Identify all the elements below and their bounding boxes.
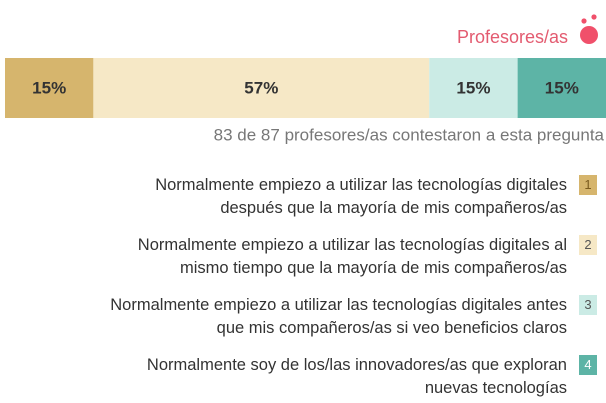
legend-label: Normalmente empiezo a utilizar las tecno…: [155, 176, 567, 217]
value-label: 57%: [244, 78, 278, 97]
bar-segment: [93, 58, 430, 118]
legend-key: 4: [579, 355, 597, 375]
bar-segment: [429, 58, 518, 118]
logo: [580, 14, 598, 44]
value-label: 15%: [32, 78, 66, 97]
bar-segment: [517, 58, 606, 118]
legend-key: 2: [579, 235, 597, 255]
value-label: 15%: [456, 78, 490, 97]
subtitle: 83 de 87 profesores/as contestaron a est…: [214, 125, 605, 144]
legend-key: 1: [579, 175, 597, 195]
bar-segment: [5, 58, 94, 118]
legend-label: Normalmente soy de los/las innovadores/a…: [146, 356, 567, 397]
value-label: 15%: [545, 78, 579, 97]
chart-title: Profesores/as: [457, 27, 568, 47]
legend-label: Normalmente empiezo a utilizar las tecno…: [110, 296, 567, 337]
legend-key: 3: [579, 295, 597, 315]
legend-label: Normalmente empiezo a utilizar las tecno…: [137, 236, 567, 277]
